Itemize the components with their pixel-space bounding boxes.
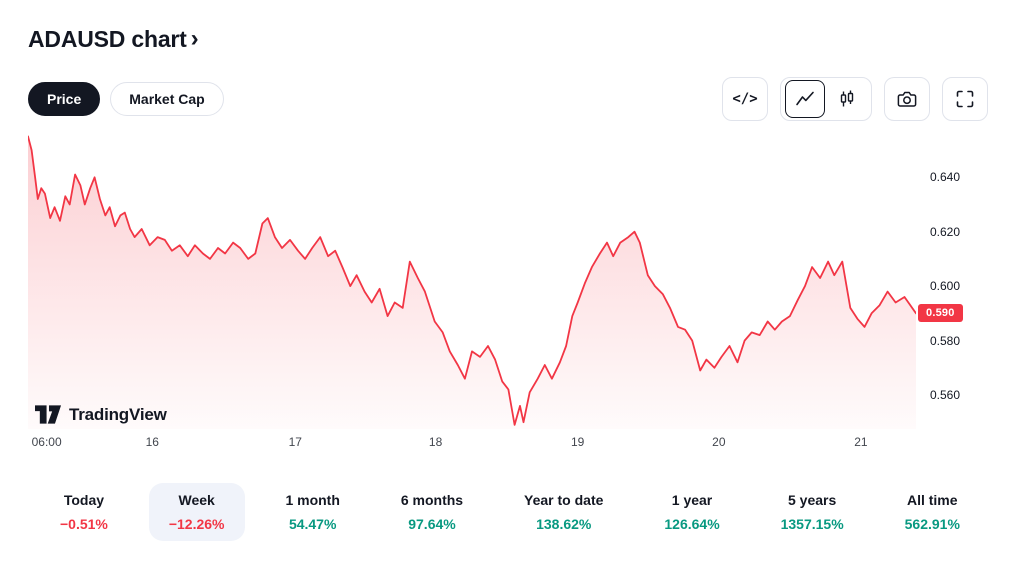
area-chart-type-button[interactable] (785, 80, 825, 118)
period-value: 126.64% (664, 516, 720, 532)
fullscreen-icon (956, 90, 974, 108)
tradingview-attribution[interactable]: TradingView (35, 405, 167, 425)
embed-code-button[interactable]: </> (722, 77, 768, 121)
x-axis-label: 16 (145, 435, 159, 449)
period-6-months[interactable]: 6 months 97.64% (381, 483, 483, 541)
area-chart-icon (796, 91, 814, 106)
page-title-text: ADAUSD chart (28, 26, 187, 52)
period-week[interactable]: Week −12.26% (148, 483, 245, 541)
y-axis-label: 0.620 (930, 224, 961, 239)
fullscreen-button[interactable] (942, 77, 988, 121)
period-value: 562.91% (904, 516, 960, 532)
chart-type-switcher (780, 77, 872, 121)
period-value: −12.26% (168, 516, 225, 532)
y-axis-label: 0.600 (930, 279, 961, 294)
period-label: Week (178, 492, 215, 508)
y-axis: 0.590 0.640 0.620 0.600 0.580 0.560 (916, 131, 1024, 429)
y-axis-label: 0.640 (930, 170, 961, 185)
header: ADAUSD chart › (28, 26, 996, 53)
tradingview-logo-icon (35, 405, 62, 424)
page-title[interactable]: ADAUSD chart › (28, 24, 199, 53)
x-axis-label: 17 (288, 435, 302, 449)
period-1-year[interactable]: 1 year 126.64% (644, 483, 739, 541)
period-1-month[interactable]: 1 month 54.47% (265, 483, 359, 541)
code-icon: </> (732, 91, 758, 107)
y-axis-label: 0.580 (930, 333, 961, 348)
period-all-time[interactable]: All time 562.91% (885, 483, 980, 541)
x-axis-label: 06:00 (31, 435, 62, 449)
period-year-to-date[interactable]: Year to date 138.62% (504, 483, 623, 541)
period-label: Today (63, 492, 105, 508)
chart-controls: Price Market Cap </> (28, 77, 988, 121)
x-axis-label: 21 (854, 435, 868, 449)
period-label: 5 years (788, 492, 837, 508)
candles-chart-type-button[interactable] (827, 80, 867, 118)
tradingview-logo-text: TradingView (69, 405, 167, 424)
price-chart[interactable] (28, 131, 916, 429)
x-axis: 06:00 16 17 18 19 20 21 (28, 435, 916, 453)
y-axis-label: 0.560 (930, 387, 961, 402)
x-axis-label: 18 (428, 435, 443, 449)
period-label: 1 month (285, 492, 340, 508)
x-axis-label: 20 (712, 435, 726, 449)
period-today[interactable]: Today −0.51% (40, 483, 128, 541)
last-price-badge: 0.590 (918, 304, 963, 323)
market-cap-tab[interactable]: Market Cap (110, 82, 224, 116)
period-label: 6 months (400, 492, 464, 508)
period-5-years[interactable]: 5 years 1357.15% (761, 483, 864, 541)
chevron-right-icon: › (190, 24, 199, 52)
period-label: All time (906, 492, 958, 508)
chart-widget: ADAUSD chart › Price Market Cap </> (0, 26, 1024, 541)
period-value: 1357.15% (780, 516, 844, 532)
period-label: 1 year (671, 492, 713, 508)
camera-icon (897, 91, 917, 107)
period-stats: Today −0.51% Week −12.26% 1 month 54.47% 6 mon… (40, 483, 980, 541)
price-tab[interactable]: Price (28, 82, 101, 116)
period-label: Year to date (524, 492, 604, 508)
period-value: −0.51% (60, 516, 108, 532)
chart-area: 0.590 0.640 0.620 0.600 0.580 0.560 TradingV… (28, 131, 1024, 429)
chart-tool-buttons: </> (722, 77, 988, 121)
period-value: 138.62% (536, 516, 592, 532)
mode-tabs: Price Market Cap (28, 82, 224, 116)
candlestick-icon (840, 90, 854, 107)
snapshot-button[interactable] (884, 77, 930, 121)
x-axis-label: 19 (570, 435, 585, 449)
period-value: 54.47% (288, 516, 337, 532)
period-value: 97.64% (408, 516, 456, 532)
